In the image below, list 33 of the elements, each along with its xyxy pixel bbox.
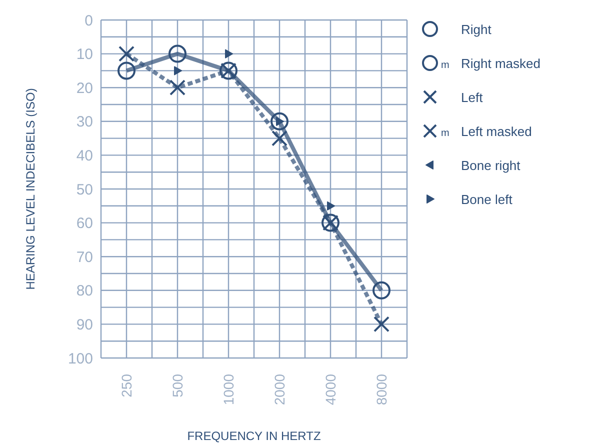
x-tick-label: 500 bbox=[170, 374, 186, 398]
text: m bbox=[441, 60, 450, 71]
text: m bbox=[441, 128, 450, 139]
legend-label: Left bbox=[461, 90, 483, 104]
y-tick-label: 90 bbox=[76, 316, 93, 334]
y-tick-label: 0 bbox=[84, 12, 93, 30]
y-tick-label: 100 bbox=[68, 350, 93, 368]
y-tick-label: 60 bbox=[76, 215, 93, 232]
legend-label: Left masked bbox=[461, 124, 532, 138]
y-tick-label: 70 bbox=[76, 248, 93, 266]
legend-label: Bone right bbox=[461, 158, 520, 172]
y-tick-label: 10 bbox=[76, 46, 93, 64]
legend-label: Right bbox=[461, 22, 492, 36]
y-tick-label: 40 bbox=[76, 148, 93, 165]
y-tick-label: 80 bbox=[76, 282, 93, 300]
x-tick-label: 250 bbox=[118, 374, 134, 398]
x-tick-label: 1000 bbox=[220, 374, 236, 406]
y-axis-title: HEARING LEVEL INDECIBELS (ISO) bbox=[23, 88, 38, 290]
x-tick-label: 2000 bbox=[272, 374, 288, 406]
x-axis-title: FREQUENCY IN HERTZ bbox=[187, 429, 321, 443]
legend-label: Bone left bbox=[461, 192, 512, 206]
point bbox=[174, 66, 182, 76]
x-tick-label: 8000 bbox=[374, 374, 390, 406]
y-tick-label: 20 bbox=[76, 80, 93, 97]
point bbox=[118, 62, 136, 80]
y-tick-label: 30 bbox=[76, 114, 93, 131]
point bbox=[372, 281, 390, 300]
x-tick-label: 4000 bbox=[322, 374, 338, 406]
point bbox=[327, 201, 335, 210]
y-tick-label: 50 bbox=[76, 181, 93, 198]
point bbox=[225, 49, 233, 58]
legend-label: Right masked bbox=[461, 56, 540, 70]
point bbox=[168, 44, 186, 63]
